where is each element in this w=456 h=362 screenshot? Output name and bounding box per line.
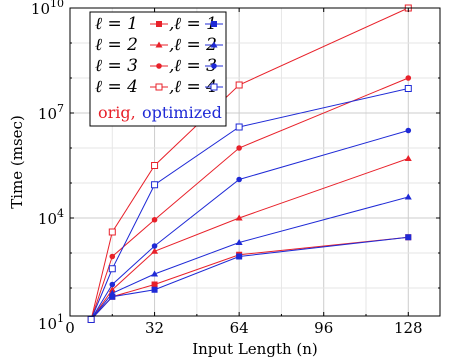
x-axis-label: Input Length (n)	[192, 340, 318, 358]
legend-label-optimized: ℓ = 2	[174, 35, 217, 55]
ticks: 0 32 64 96 128 101 104 107 1010	[31, 0, 440, 337]
x-tick-label: 96	[314, 319, 333, 337]
legend-marker-optimized	[211, 63, 217, 69]
x-tick-label: 128	[394, 319, 423, 337]
x-tick-label: 0	[65, 319, 75, 337]
legend-separator: ,	[169, 56, 174, 76]
data-point	[236, 176, 242, 183]
data-point	[235, 214, 243, 221]
x-tick-label: 32	[145, 319, 164, 337]
series-layer	[87, 4, 412, 323]
legend: ℓ = 1,ℓ = 1ℓ = 2,ℓ = 2ℓ = 3,ℓ = 3ℓ = 4,ℓ…	[89, 11, 227, 127]
data-point	[151, 162, 159, 169]
data-point	[109, 253, 116, 260]
data-point	[404, 155, 412, 161]
y-tick-label: 107	[38, 102, 64, 123]
legend-marker-orig	[156, 63, 162, 69]
legend-separator: ,	[169, 14, 174, 34]
data-point	[404, 85, 412, 92]
legend-marker-orig	[155, 41, 163, 48]
legend-separator: ,	[169, 77, 174, 97]
legend-separator: ,	[169, 35, 174, 55]
data-point	[405, 75, 412, 81]
data-point	[109, 281, 116, 288]
legend-footer-orig: orig,	[98, 103, 136, 122]
data-point	[235, 123, 243, 131]
data-point	[151, 243, 158, 249]
y-tick-label: 1010	[31, 0, 64, 18]
data-point	[108, 228, 116, 236]
data-point	[108, 289, 116, 296]
legend-label-optimized: ℓ = 3	[174, 56, 217, 76]
legend-label-orig: ℓ = 3	[95, 56, 138, 76]
data-point	[108, 286, 116, 293]
data-point	[151, 181, 159, 189]
data-point	[151, 281, 158, 288]
data-point	[151, 270, 159, 277]
legend-marker-optimized	[210, 83, 218, 91]
legend-marker-orig	[156, 21, 162, 27]
data-point	[87, 316, 95, 323]
plot-frame	[69, 7, 441, 317]
data-point	[236, 253, 243, 260]
legend-label-orig: ℓ = 4	[95, 77, 138, 97]
legend-label-optimized: ℓ = 1	[174, 14, 217, 34]
data-point	[151, 216, 158, 223]
legend-box	[89, 11, 227, 127]
x-tick-label: 64	[230, 319, 249, 337]
series-optimized-4	[87, 85, 412, 323]
data-point	[405, 234, 412, 241]
data-point	[404, 193, 412, 200]
legend-marker-optimized	[211, 21, 217, 27]
data-point	[109, 293, 116, 300]
data-point	[108, 265, 116, 273]
data-point	[236, 145, 242, 151]
data-point	[405, 127, 412, 134]
data-point	[235, 239, 243, 245]
legend-marker-orig	[155, 83, 163, 91]
legend-marker-optimized	[210, 41, 218, 48]
legend-label-orig: ℓ = 1	[95, 14, 138, 34]
legend-label-optimized: ℓ = 4	[174, 77, 217, 97]
y-tick-label: 104	[38, 207, 64, 228]
legend-label-orig: ℓ = 2	[95, 35, 138, 55]
legend-footer-optimized: optimized	[142, 103, 222, 122]
y-tick-label: 101	[38, 312, 64, 333]
data-point	[151, 247, 159, 254]
y-axis-label: Time (msec)	[8, 115, 26, 209]
data-point	[151, 286, 158, 293]
data-point	[235, 81, 243, 89]
